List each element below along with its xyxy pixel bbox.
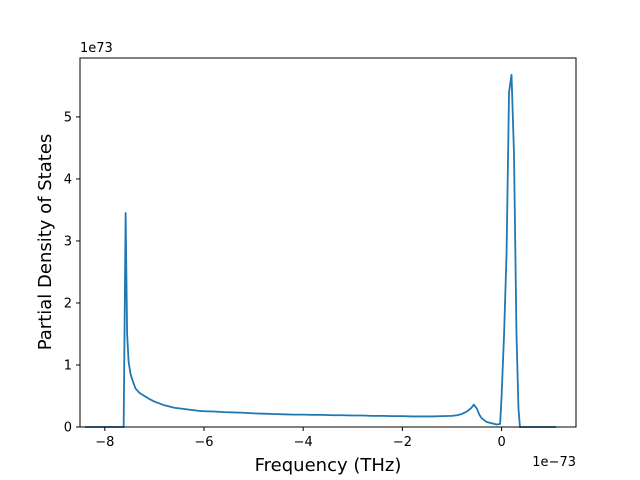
y-tick-label: 3 (64, 234, 72, 249)
y-tick-label: 0 (64, 421, 72, 436)
y-tick-label: 4 (64, 172, 72, 187)
y-offset-text: 1e73 (80, 41, 113, 56)
plot-frame (79, 57, 577, 428)
x-tick-label: −6 (194, 435, 213, 450)
x-axis-label: Frequency (THz) (255, 455, 402, 476)
plot-data-layer (84, 73, 557, 428)
y-tick-label: 2 (64, 296, 72, 311)
x-tick-label: −8 (95, 435, 114, 450)
y-tick-label: 1 (64, 358, 72, 373)
y-axis-ticks: 0 1 2 3 4 5 (64, 110, 80, 436)
y-tick-label: 5 (64, 110, 72, 125)
x-tick-label: −2 (393, 435, 412, 450)
x-tick-label: −4 (294, 435, 313, 450)
pdos-series-line (84, 73, 557, 428)
y-axis-label: Partial Density of States (35, 134, 56, 351)
x-tick-label: 0 (497, 435, 505, 450)
x-offset-text: 1e−73 (532, 455, 576, 470)
x-axis-ticks: −8 −6 −4 −2 0 (95, 427, 506, 450)
